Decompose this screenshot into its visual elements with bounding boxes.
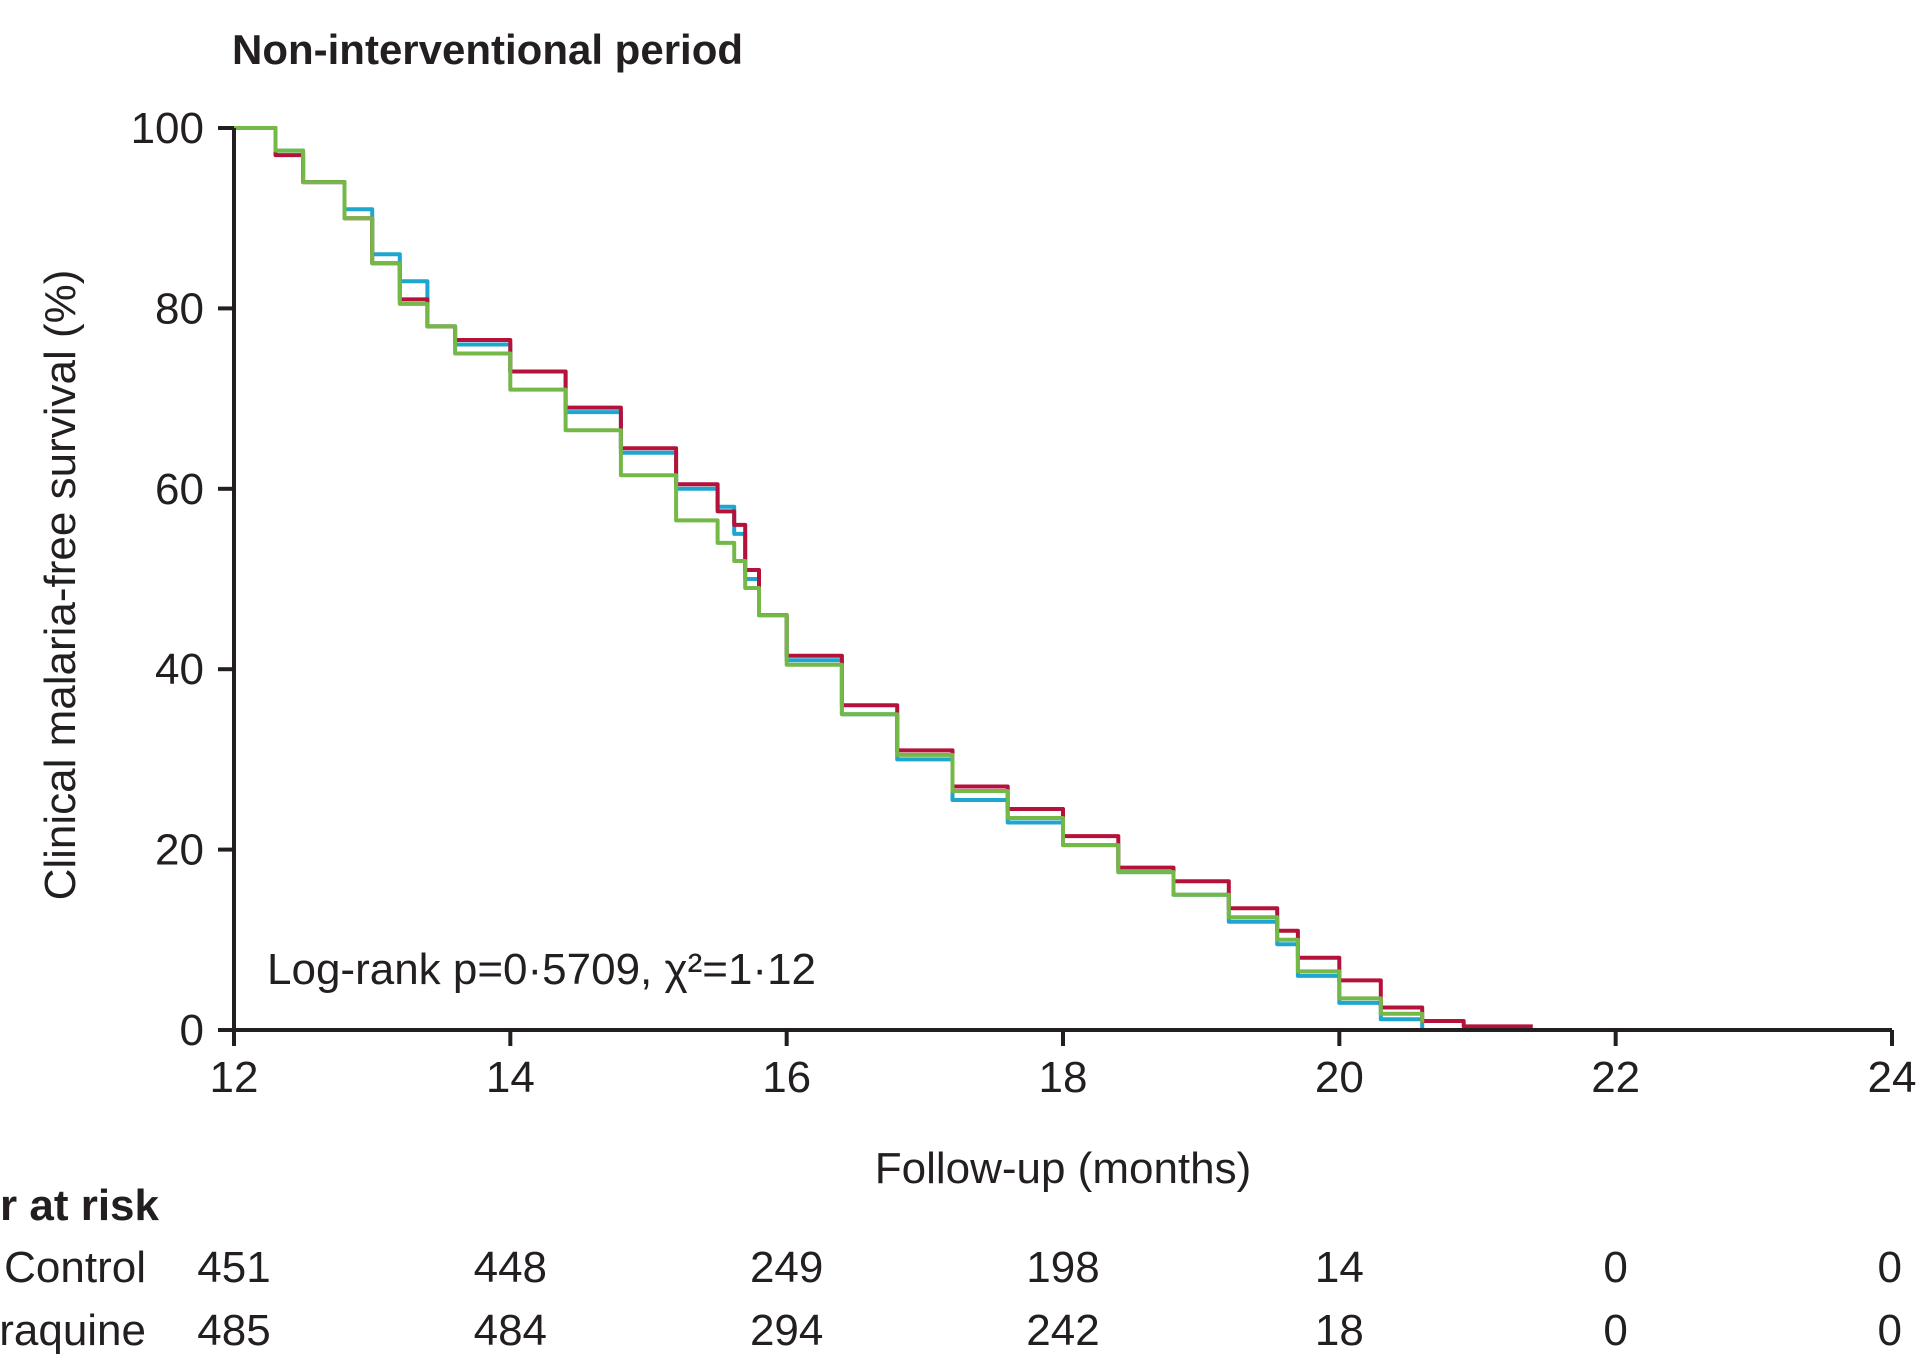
risk-value: 198 <box>1026 1243 1099 1292</box>
risk-value: 242 <box>1026 1306 1099 1355</box>
y-tick-label: 0 <box>180 1006 204 1055</box>
risk-value: 448 <box>474 1243 547 1292</box>
risk-value: 14 <box>1315 1243 1364 1292</box>
series-line-blue <box>234 126 1425 1030</box>
series-line-red <box>234 126 1533 1029</box>
risk-table: Control 451 448 249 198 14 0 0 raquine 485 484 294 2… <box>0 1243 1902 1355</box>
risk-value: 0 <box>1603 1306 1627 1355</box>
risk-row-label: Control <box>4 1243 146 1292</box>
x-tick-label: 16 <box>762 1053 811 1102</box>
y-tick-label: 60 <box>155 465 204 514</box>
risk-value: 0 <box>1603 1243 1627 1292</box>
x-tick-label: 22 <box>1591 1053 1640 1102</box>
risk-value: 249 <box>750 1243 823 1292</box>
risk-value: 451 <box>197 1243 270 1292</box>
x-ticks: 12 14 16 18 20 22 24 <box>210 1030 1917 1102</box>
x-tick-label: 14 <box>486 1053 535 1102</box>
risk-value: 0 <box>1878 1243 1902 1292</box>
series-line-green <box>234 126 1425 1023</box>
y-tick-label: 20 <box>155 826 204 875</box>
x-tick-label: 18 <box>1039 1053 1088 1102</box>
risk-value: 18 <box>1315 1306 1364 1355</box>
x-axis-label: Follow-up (months) <box>875 1144 1252 1193</box>
risk-row-label: raquine <box>0 1306 146 1355</box>
x-tick-label: 20 <box>1315 1053 1364 1102</box>
risk-value: 485 <box>197 1306 270 1355</box>
x-tick-label: 12 <box>210 1053 259 1102</box>
x-tick-label: 24 <box>1868 1053 1917 1102</box>
y-tick-label: 40 <box>155 645 204 694</box>
log-rank-annotation: Log-rank p=0·5709, χ²=1·12 <box>267 945 816 994</box>
risk-value: 484 <box>474 1306 547 1355</box>
y-axis-label: Clinical malaria-free survival (%) <box>36 270 85 901</box>
y-tick-label: 80 <box>155 284 204 333</box>
risk-value: 0 <box>1878 1306 1902 1355</box>
risk-table-header: r at risk <box>0 1181 160 1230</box>
y-ticks: 0 20 40 60 80 100 <box>131 104 234 1055</box>
risk-value: 294 <box>750 1306 823 1355</box>
y-tick-label: 100 <box>131 104 204 153</box>
chart-title: Non-interventional period <box>232 26 743 73</box>
series-layer <box>234 126 1533 1030</box>
